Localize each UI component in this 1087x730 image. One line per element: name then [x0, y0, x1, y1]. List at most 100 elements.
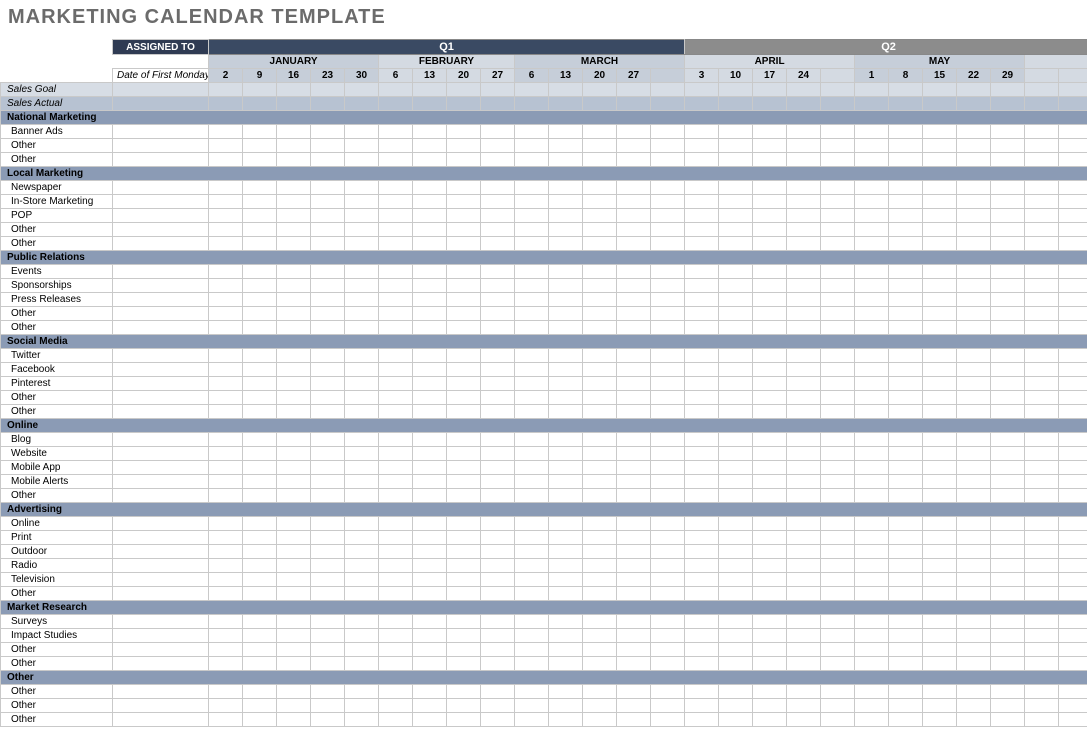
week-cell[interactable] [515, 377, 549, 391]
week-cell[interactable] [991, 405, 1025, 419]
week-cell[interactable] [889, 489, 923, 503]
week-cell[interactable] [583, 391, 617, 405]
week-cell[interactable] [515, 405, 549, 419]
week-cell[interactable] [651, 209, 685, 223]
week-cell[interactable] [515, 363, 549, 377]
week-cell[interactable] [753, 629, 787, 643]
week-cell[interactable] [379, 279, 413, 293]
week-cell[interactable] [583, 489, 617, 503]
week-cell[interactable] [209, 475, 243, 489]
week-cell[interactable] [991, 643, 1025, 657]
week-cell[interactable] [243, 321, 277, 335]
week-cell[interactable] [311, 293, 345, 307]
week-cell[interactable] [855, 517, 889, 531]
week-cell[interactable] [515, 685, 549, 699]
week-cell[interactable] [481, 699, 515, 713]
week-cell[interactable] [991, 657, 1025, 671]
week-cell[interactable] [1059, 475, 1087, 489]
week-cell[interactable] [753, 237, 787, 251]
week-cell[interactable] [1025, 349, 1059, 363]
week-cell[interactable] [889, 237, 923, 251]
week-header[interactable]: 2 [209, 69, 243, 83]
week-cell[interactable] [209, 657, 243, 671]
week-cell[interactable] [413, 475, 447, 489]
week-cell[interactable] [617, 405, 651, 419]
week-cell[interactable] [515, 307, 549, 321]
sales-cell[interactable] [447, 83, 481, 97]
sales-cell[interactable] [379, 83, 413, 97]
week-cell[interactable] [1025, 293, 1059, 307]
week-cell[interactable] [277, 573, 311, 587]
week-cell[interactable] [821, 391, 855, 405]
week-cell[interactable] [243, 391, 277, 405]
week-cell[interactable] [209, 223, 243, 237]
week-cell[interactable] [855, 195, 889, 209]
week-cell[interactable] [243, 489, 277, 503]
sales-cell[interactable] [719, 83, 753, 97]
week-cell[interactable] [345, 433, 379, 447]
week-cell[interactable] [957, 209, 991, 223]
week-cell[interactable] [379, 531, 413, 545]
week-cell[interactable] [311, 643, 345, 657]
week-cell[interactable] [821, 363, 855, 377]
week-cell[interactable] [277, 643, 311, 657]
sales-cell[interactable] [855, 97, 889, 111]
week-cell[interactable] [617, 181, 651, 195]
week-cell[interactable] [889, 615, 923, 629]
week-cell[interactable] [685, 699, 719, 713]
week-cell[interactable] [345, 125, 379, 139]
week-cell[interactable] [515, 293, 549, 307]
week-cell[interactable] [481, 363, 515, 377]
week-cell[interactable] [413, 573, 447, 587]
week-cell[interactable] [957, 349, 991, 363]
week-cell[interactable] [957, 573, 991, 587]
week-cell[interactable] [209, 447, 243, 461]
week-cell[interactable] [583, 223, 617, 237]
week-cell[interactable] [617, 321, 651, 335]
week-cell[interactable] [209, 265, 243, 279]
week-cell[interactable] [209, 461, 243, 475]
week-cell[interactable] [787, 657, 821, 671]
week-cell[interactable] [923, 699, 957, 713]
week-cell[interactable] [787, 153, 821, 167]
week-cell[interactable] [1059, 615, 1087, 629]
week-cell[interactable] [991, 307, 1025, 321]
week-cell[interactable] [311, 545, 345, 559]
week-cell[interactable] [685, 629, 719, 643]
week-cell[interactable] [821, 377, 855, 391]
week-cell[interactable] [991, 475, 1025, 489]
week-cell[interactable] [481, 713, 515, 727]
week-cell[interactable] [889, 587, 923, 601]
week-cell[interactable] [923, 475, 957, 489]
week-cell[interactable] [209, 559, 243, 573]
week-cell[interactable] [617, 573, 651, 587]
week-cell[interactable] [991, 223, 1025, 237]
week-header[interactable]: 8 [889, 69, 923, 83]
week-cell[interactable] [617, 391, 651, 405]
week-cell[interactable] [379, 573, 413, 587]
week-cell[interactable] [311, 531, 345, 545]
week-cell[interactable] [549, 531, 583, 545]
week-cell[interactable] [957, 447, 991, 461]
week-cell[interactable] [447, 699, 481, 713]
week-cell[interactable] [277, 447, 311, 461]
week-cell[interactable] [787, 531, 821, 545]
week-cell[interactable] [617, 643, 651, 657]
week-cell[interactable] [753, 265, 787, 279]
week-cell[interactable] [753, 391, 787, 405]
sales-cell[interactable] [447, 97, 481, 111]
week-cell[interactable] [923, 433, 957, 447]
week-cell[interactable] [413, 391, 447, 405]
week-cell[interactable] [515, 699, 549, 713]
week-cell[interactable] [1059, 181, 1087, 195]
week-cell[interactable] [379, 489, 413, 503]
sales-cell[interactable] [113, 97, 209, 111]
week-cell[interactable] [1059, 139, 1087, 153]
week-cell[interactable] [1059, 545, 1087, 559]
week-cell[interactable] [821, 489, 855, 503]
week-cell[interactable] [345, 517, 379, 531]
week-cell[interactable] [889, 181, 923, 195]
week-cell[interactable] [243, 433, 277, 447]
sales-cell[interactable] [277, 97, 311, 111]
week-cell[interactable] [821, 349, 855, 363]
